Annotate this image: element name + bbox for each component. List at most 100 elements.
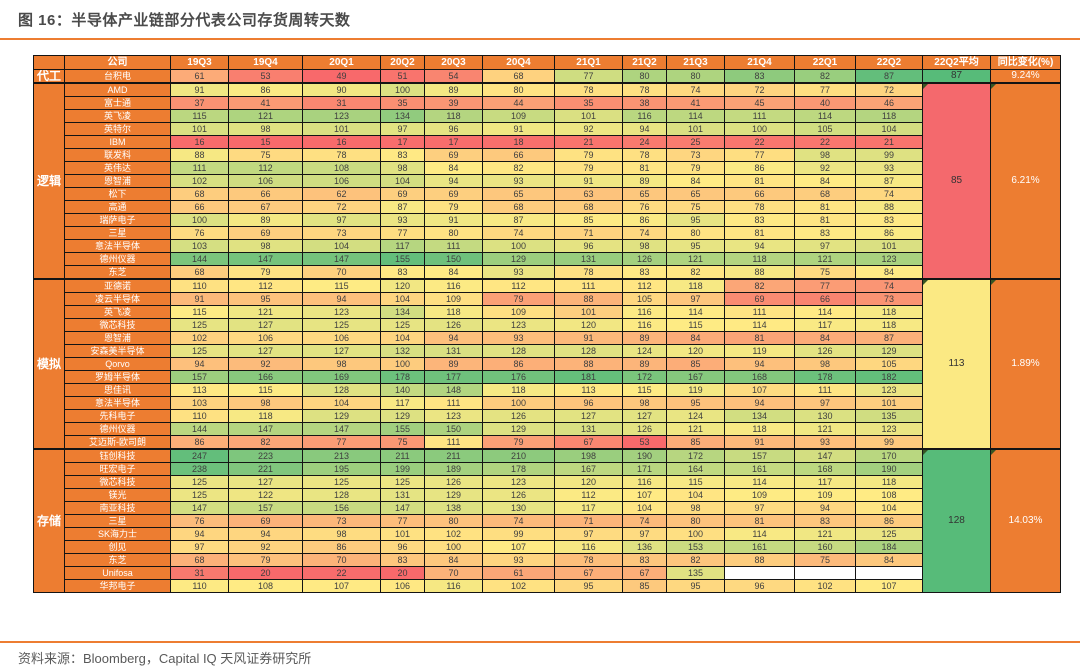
value-cell: 92 bbox=[554, 122, 623, 136]
value-cell: 117 bbox=[380, 396, 425, 410]
value-cell: 104 bbox=[302, 396, 381, 410]
company-label: Qorvo bbox=[64, 357, 171, 371]
quarter-column-header: 21Q1 bbox=[554, 55, 623, 70]
value-cell: 61 bbox=[482, 566, 555, 580]
table-row: 旺宏电子 238 221 195 199 189 178 167 171 164 161 168 190 bbox=[34, 462, 1061, 476]
value-cell: 86 bbox=[482, 357, 555, 371]
value-cell: 104 bbox=[380, 174, 425, 188]
value-cell: 247 bbox=[170, 448, 229, 463]
value-cell: 97 bbox=[794, 396, 856, 410]
value-cell: 73 bbox=[302, 514, 381, 528]
value-cell: 126 bbox=[622, 422, 667, 436]
value-cell: 98 bbox=[228, 239, 303, 253]
value-cell: 107 bbox=[622, 488, 667, 502]
value-cell: 95 bbox=[666, 396, 725, 410]
table-row: 德州仪器 144 147 147 155 150 129 131 126 121 118 121 123 bbox=[34, 252, 1061, 266]
value-cell: 79 bbox=[482, 435, 555, 450]
group-average-cell: 113 bbox=[922, 278, 991, 450]
value-cell: 109 bbox=[482, 109, 555, 123]
value-cell: 71 bbox=[554, 226, 623, 240]
value-cell: 20 bbox=[380, 566, 425, 580]
value-cell: 136 bbox=[622, 540, 667, 554]
value-cell: 80 bbox=[666, 514, 725, 528]
value-cell: 116 bbox=[424, 579, 483, 593]
value-cell: 74 bbox=[855, 187, 923, 201]
value-cell: 199 bbox=[380, 462, 425, 476]
value-cell: 98 bbox=[302, 527, 381, 541]
value-cell: 125 bbox=[380, 318, 425, 332]
value-cell: 104 bbox=[302, 239, 381, 253]
title-divider bbox=[0, 38, 1080, 40]
value-cell: 63 bbox=[554, 187, 623, 201]
header-row: 公司 19Q3 19Q4 20Q1 20Q2 20Q3 20Q4 21Q1 21Q2 21Q3 21… bbox=[33, 55, 1061, 70]
value-cell: 22 bbox=[794, 135, 856, 149]
company-label: 南亚科技 bbox=[64, 501, 171, 515]
value-cell: 125 bbox=[302, 475, 381, 489]
value-cell: 75 bbox=[228, 148, 303, 162]
company-label: 三星 bbox=[64, 514, 171, 528]
value-cell: 89 bbox=[622, 174, 667, 188]
value-cell: 100 bbox=[666, 527, 725, 541]
value-cell: 104 bbox=[380, 331, 425, 345]
value-cell: 96 bbox=[380, 540, 425, 554]
value-cell: 223 bbox=[228, 448, 303, 463]
value-cell: 112 bbox=[622, 278, 667, 293]
value-cell: 54 bbox=[424, 69, 483, 84]
value-cell: 129 bbox=[302, 409, 381, 423]
value-cell: 70 bbox=[424, 566, 483, 580]
value-cell: 68 bbox=[170, 265, 229, 280]
value-cell: 107 bbox=[724, 383, 795, 397]
value-cell: 101 bbox=[302, 122, 381, 136]
value-cell: 39 bbox=[424, 96, 483, 110]
value-cell: 82 bbox=[228, 435, 303, 450]
table-row: 镁光 125 122 128 131 129 126 112 107 104 109 109 108 bbox=[34, 488, 1061, 502]
value-cell: 127 bbox=[302, 344, 381, 358]
group-yoy-cell: 14.03% bbox=[990, 448, 1061, 593]
value-cell: 111 bbox=[724, 109, 795, 123]
value-cell: 112 bbox=[554, 488, 623, 502]
company-label: 东芝 bbox=[64, 265, 171, 280]
value-cell: 134 bbox=[380, 109, 425, 123]
value-cell: 73 bbox=[666, 148, 725, 162]
value-cell: 100 bbox=[424, 540, 483, 554]
value-cell: 72 bbox=[724, 82, 795, 97]
value-cell: 78 bbox=[554, 553, 623, 567]
value-cell: 83 bbox=[380, 148, 425, 162]
value-cell: 16 bbox=[170, 135, 229, 149]
company-label: 安森美半导体 bbox=[64, 344, 171, 358]
value-cell: 22 bbox=[302, 566, 381, 580]
table-row: 东芝 68 79 70 83 84 93 78 83 82 88 75 84 bbox=[34, 265, 1061, 280]
value-cell: 105 bbox=[794, 122, 856, 136]
value-cell: 95 bbox=[554, 579, 623, 593]
value-cell: 66 bbox=[482, 148, 555, 162]
value-cell: 148 bbox=[424, 383, 483, 397]
value-cell: 97 bbox=[666, 292, 725, 306]
value-cell: 177 bbox=[424, 370, 483, 384]
inventory-turnover-table: 公司 19Q3 19Q4 20Q1 20Q2 20Q3 20Q4 21Q1 21Q2 21Q3 21… bbox=[33, 55, 1061, 593]
value-cell: 83 bbox=[380, 553, 425, 567]
value-cell: 104 bbox=[622, 501, 667, 515]
value-cell: 147 bbox=[228, 252, 303, 266]
table-row: 德州仪器 144 147 147 155 150 129 131 126 121 118 121 123 bbox=[34, 422, 1061, 436]
value-cell: 81 bbox=[794, 213, 856, 227]
value-cell: 77 bbox=[794, 278, 856, 293]
value-cell: 127 bbox=[228, 318, 303, 332]
value-cell: 70 bbox=[302, 265, 381, 280]
quarter-column-header: 20Q3 bbox=[424, 55, 483, 70]
value-cell: 73 bbox=[302, 226, 381, 240]
value-cell: 66 bbox=[794, 292, 856, 306]
table-row: 逻辑 AMD 91 86 90 100 89 80 78 78 74 72 77 72 85 6.21% bbox=[33, 82, 1061, 280]
value-cell bbox=[794, 566, 856, 580]
value-cell: 69 bbox=[424, 187, 483, 201]
value-cell: 116 bbox=[554, 540, 623, 554]
value-cell: 81 bbox=[724, 331, 795, 345]
value-cell: 80 bbox=[666, 226, 725, 240]
value-cell: 66 bbox=[724, 187, 795, 201]
value-cell: 113 bbox=[170, 383, 229, 397]
value-cell: 91 bbox=[482, 122, 555, 136]
value-cell: 104 bbox=[666, 488, 725, 502]
value-cell: 131 bbox=[554, 422, 623, 436]
value-cell: 68 bbox=[482, 200, 555, 214]
value-cell: 111 bbox=[424, 435, 483, 450]
value-cell: 134 bbox=[380, 305, 425, 319]
